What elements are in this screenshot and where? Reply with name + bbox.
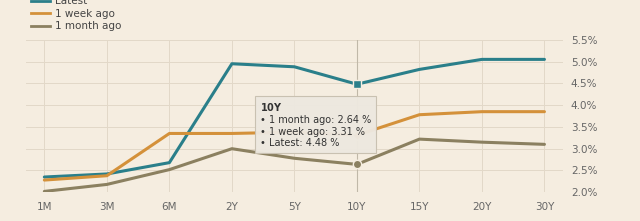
Text: $\bf{10Y}$
• 1 month ago: 2.64 %
• 1 week ago: 3.31 %
• Latest: 4.48 %: $\bf{10Y}$ • 1 month ago: 2.64 % • 1 wee… xyxy=(260,101,371,148)
Legend: Latest, 1 week ago, 1 month ago: Latest, 1 week ago, 1 month ago xyxy=(31,0,121,31)
